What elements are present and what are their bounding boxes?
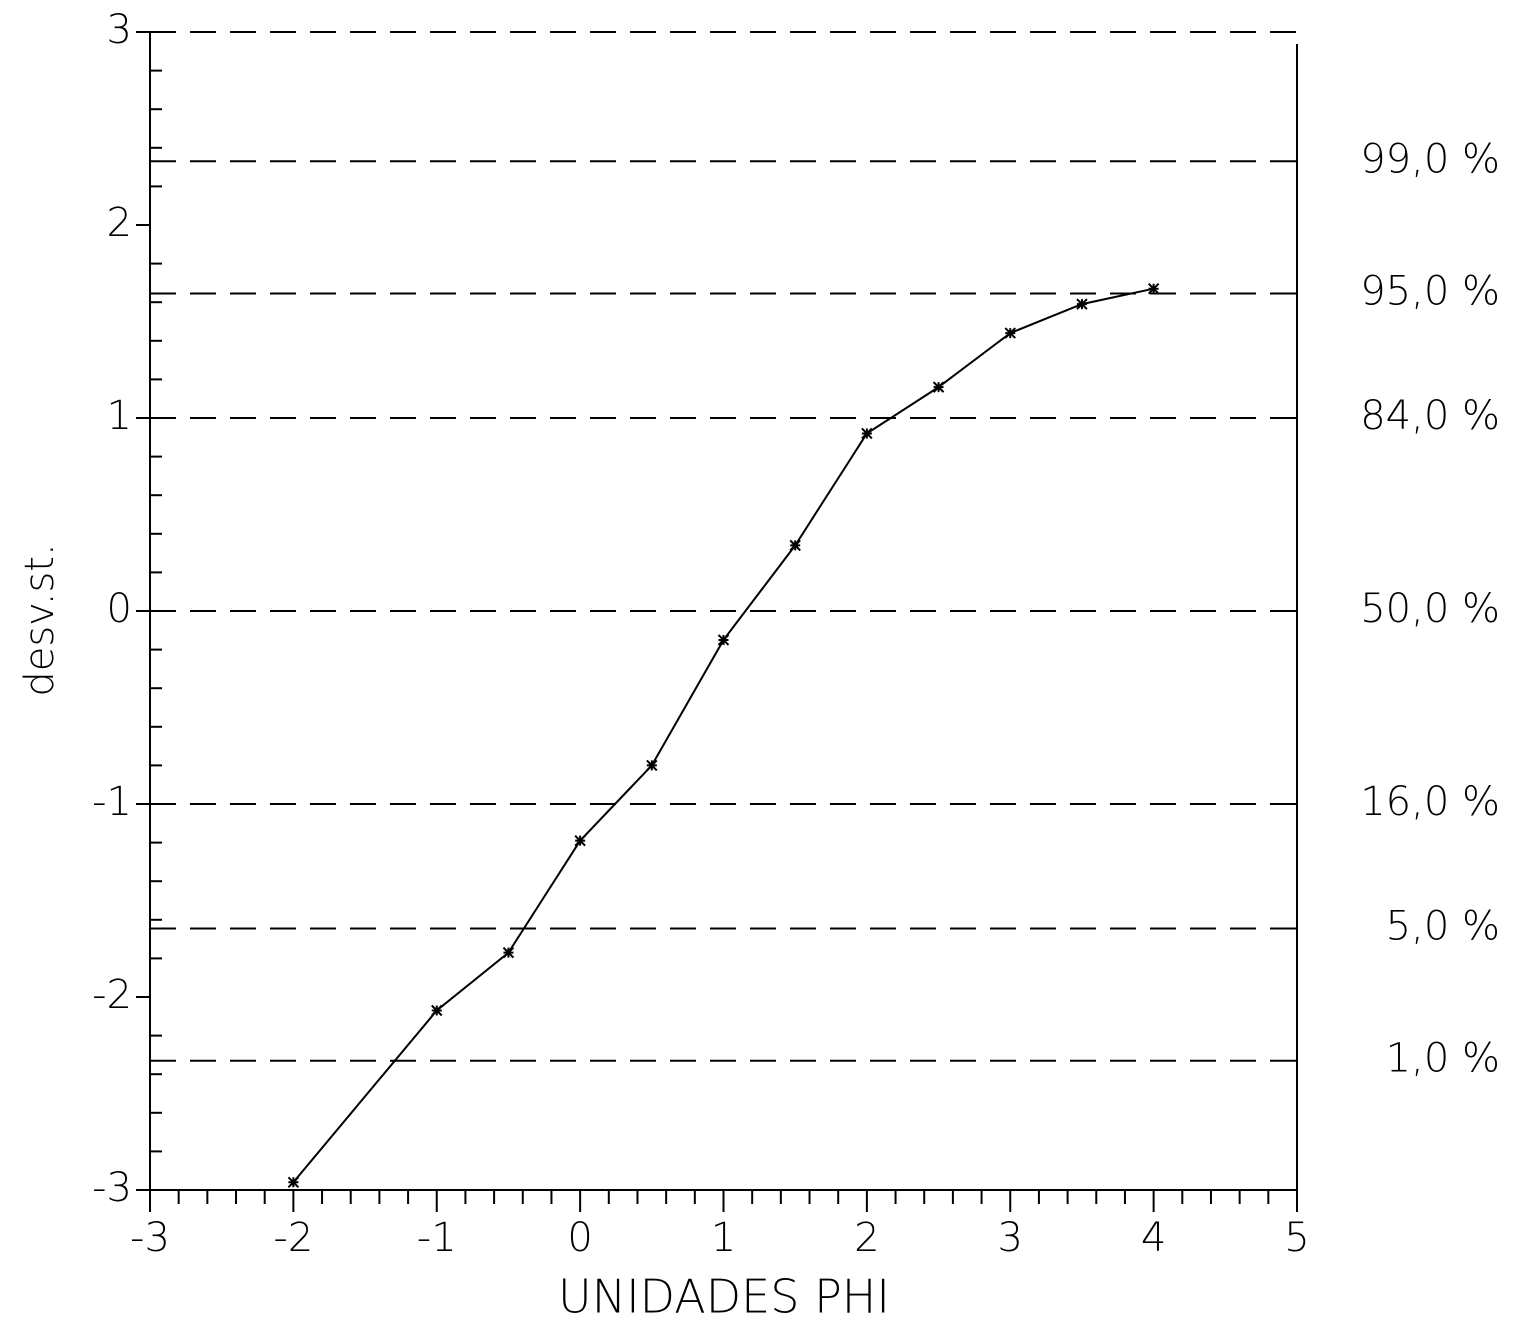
x-tick-label: 1	[711, 1215, 736, 1261]
x-tick-label: 3	[998, 1215, 1023, 1261]
y-tick-label: -3	[92, 1165, 132, 1211]
reference-label: 16,0 %	[1360, 779, 1500, 825]
x-tick-label: 0	[567, 1215, 592, 1261]
y-tick-label: 3	[107, 7, 132, 53]
data-point	[431, 1004, 443, 1017]
data-point	[932, 381, 945, 393]
reference-label: 99,0 %	[1360, 136, 1500, 182]
y-tick-label: -1	[92, 779, 132, 825]
reference-label: 1,0 %	[1386, 1036, 1500, 1082]
y-axis-label: desv.st.	[17, 543, 63, 696]
data-point	[287, 1176, 300, 1188]
data-point	[1147, 282, 1160, 295]
x-tick-label: 5	[1284, 1215, 1309, 1261]
data-point	[717, 634, 730, 646]
data-line	[292, 287, 1154, 1183]
reference-label: 50,0 %	[1360, 586, 1500, 632]
reference-label: 5,0 %	[1386, 903, 1500, 949]
x-tick-label: -3	[130, 1215, 170, 1261]
y-tick-label: 0	[107, 586, 132, 632]
y-tick-label: 2	[107, 200, 132, 246]
data-point	[1076, 298, 1088, 310]
data-point	[646, 759, 658, 772]
x-axis-label: UNIDADES PHI	[558, 1270, 890, 1324]
data-point	[789, 539, 801, 552]
y-tick-label: -2	[92, 972, 132, 1018]
x-tick-label: -2	[273, 1215, 313, 1261]
x-tick-label: 4	[1141, 1215, 1166, 1261]
y-tick-label: 1	[107, 393, 132, 439]
data-point	[502, 946, 515, 959]
x-tick-label: -1	[417, 1215, 457, 1261]
reference-label: 95,0 %	[1360, 269, 1500, 315]
data-point	[574, 834, 586, 847]
reference-label: 84,0 %	[1360, 393, 1500, 439]
data-point	[1004, 327, 1016, 339]
data-point	[861, 427, 873, 440]
x-tick-label: 2	[854, 1215, 879, 1261]
